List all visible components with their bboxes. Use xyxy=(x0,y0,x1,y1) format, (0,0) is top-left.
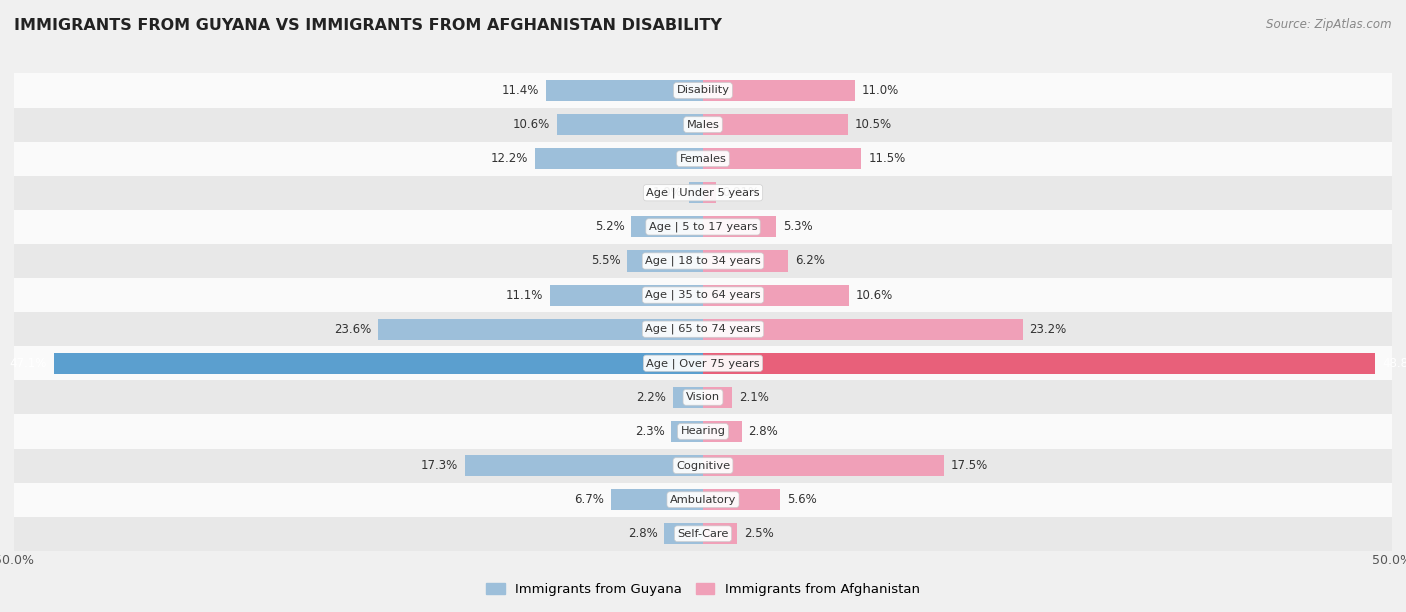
Text: 2.8%: 2.8% xyxy=(748,425,778,438)
Text: 17.3%: 17.3% xyxy=(420,459,458,472)
Text: Cognitive: Cognitive xyxy=(676,461,730,471)
Text: IMMIGRANTS FROM GUYANA VS IMMIGRANTS FROM AFGHANISTAN DISABILITY: IMMIGRANTS FROM GUYANA VS IMMIGRANTS FRO… xyxy=(14,18,721,34)
Text: Age | Over 75 years: Age | Over 75 years xyxy=(647,358,759,368)
Text: 47.1%: 47.1% xyxy=(10,357,48,370)
Text: 5.5%: 5.5% xyxy=(591,255,620,267)
Bar xyxy=(14,380,1392,414)
Bar xyxy=(378,319,703,340)
Text: 11.4%: 11.4% xyxy=(502,84,538,97)
Text: 2.8%: 2.8% xyxy=(628,528,658,540)
Bar xyxy=(703,523,738,544)
Bar xyxy=(14,210,1392,244)
Bar xyxy=(703,421,741,442)
Text: 48.8%: 48.8% xyxy=(1382,357,1406,370)
Bar xyxy=(703,285,849,305)
Bar xyxy=(557,114,703,135)
Text: 2.1%: 2.1% xyxy=(738,391,769,404)
Bar xyxy=(672,387,703,408)
Text: 6.7%: 6.7% xyxy=(574,493,603,506)
Text: 2.5%: 2.5% xyxy=(744,528,775,540)
Bar xyxy=(703,80,855,101)
Text: 11.5%: 11.5% xyxy=(869,152,905,165)
Bar xyxy=(703,455,945,476)
Text: Vision: Vision xyxy=(686,392,720,402)
Text: Source: ZipAtlas.com: Source: ZipAtlas.com xyxy=(1267,18,1392,31)
Bar xyxy=(631,216,703,237)
Bar xyxy=(703,114,848,135)
Bar xyxy=(534,148,703,170)
Bar xyxy=(703,250,789,272)
Text: Males: Males xyxy=(686,119,720,130)
Bar xyxy=(14,483,1392,517)
Bar xyxy=(53,353,703,374)
Bar xyxy=(703,489,780,510)
Bar xyxy=(14,244,1392,278)
Bar xyxy=(550,285,703,305)
Text: 17.5%: 17.5% xyxy=(950,459,988,472)
Text: Disability: Disability xyxy=(676,86,730,95)
Text: 0.91%: 0.91% xyxy=(723,186,759,200)
Text: Females: Females xyxy=(679,154,727,163)
Bar xyxy=(14,346,1392,380)
Text: Hearing: Hearing xyxy=(681,427,725,436)
Text: Self-Care: Self-Care xyxy=(678,529,728,539)
Bar xyxy=(703,148,862,170)
Bar xyxy=(14,108,1392,141)
Bar xyxy=(14,312,1392,346)
Text: 1.0%: 1.0% xyxy=(652,186,682,200)
Bar xyxy=(14,176,1392,210)
Text: 10.5%: 10.5% xyxy=(855,118,891,131)
Text: 12.2%: 12.2% xyxy=(491,152,529,165)
Bar xyxy=(14,414,1392,449)
Bar xyxy=(14,517,1392,551)
Text: 11.0%: 11.0% xyxy=(862,84,898,97)
Text: 5.6%: 5.6% xyxy=(787,493,817,506)
Text: Age | 5 to 17 years: Age | 5 to 17 years xyxy=(648,222,758,232)
Bar xyxy=(703,182,716,203)
Bar xyxy=(671,421,703,442)
Text: 11.1%: 11.1% xyxy=(506,289,543,302)
Text: Ambulatory: Ambulatory xyxy=(669,494,737,505)
Bar xyxy=(703,353,1375,374)
Text: Age | Under 5 years: Age | Under 5 years xyxy=(647,187,759,198)
Text: 23.6%: 23.6% xyxy=(333,323,371,335)
Text: 2.3%: 2.3% xyxy=(634,425,665,438)
Legend: Immigrants from Guyana, Immigrants from Afghanistan: Immigrants from Guyana, Immigrants from … xyxy=(481,578,925,602)
Bar xyxy=(610,489,703,510)
Text: 5.2%: 5.2% xyxy=(595,220,624,233)
Text: Age | 35 to 64 years: Age | 35 to 64 years xyxy=(645,290,761,300)
Bar xyxy=(665,523,703,544)
Bar xyxy=(14,278,1392,312)
Bar xyxy=(14,449,1392,483)
Text: 10.6%: 10.6% xyxy=(513,118,550,131)
Text: 5.3%: 5.3% xyxy=(783,220,813,233)
Text: Age | 18 to 34 years: Age | 18 to 34 years xyxy=(645,256,761,266)
Bar xyxy=(14,73,1392,108)
Bar xyxy=(546,80,703,101)
Bar xyxy=(703,216,776,237)
Text: 23.2%: 23.2% xyxy=(1029,323,1067,335)
Bar xyxy=(689,182,703,203)
Text: 2.2%: 2.2% xyxy=(636,391,666,404)
Text: 10.6%: 10.6% xyxy=(856,289,893,302)
Bar xyxy=(14,141,1392,176)
Bar xyxy=(703,319,1022,340)
Bar xyxy=(627,250,703,272)
Text: 6.2%: 6.2% xyxy=(796,255,825,267)
Text: Age | 65 to 74 years: Age | 65 to 74 years xyxy=(645,324,761,334)
Bar xyxy=(464,455,703,476)
Bar xyxy=(703,387,733,408)
